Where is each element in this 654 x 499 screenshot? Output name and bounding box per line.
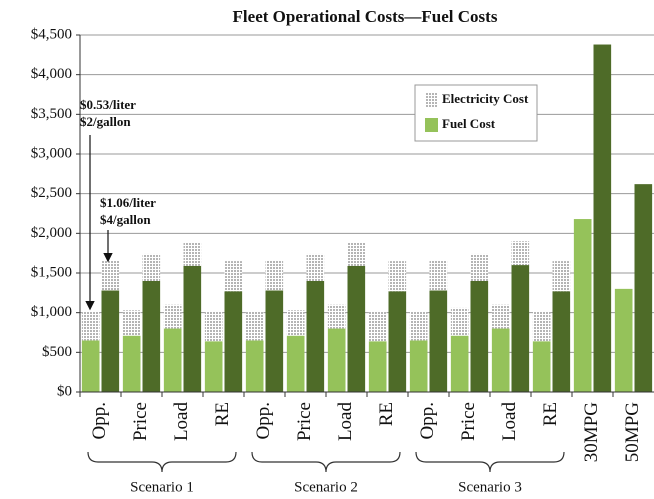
bar-segment xyxy=(634,184,653,392)
bar-segment xyxy=(265,290,284,392)
x-tick-label: Load xyxy=(499,402,520,442)
bar-segment xyxy=(142,280,161,392)
bar-segment xyxy=(573,219,592,392)
bar-segment xyxy=(122,310,141,336)
annotation: $0.53/liter xyxy=(80,97,136,112)
x-tick-label: Load xyxy=(335,402,356,442)
bar-segment xyxy=(347,265,366,392)
bar-segment xyxy=(142,253,161,281)
bar-segment xyxy=(552,291,571,392)
bar-segment xyxy=(101,260,120,291)
legend-label: Fuel Cost xyxy=(442,116,496,131)
x-tick-label: Opp. xyxy=(417,402,438,439)
x-tick-label: Price xyxy=(130,402,151,441)
bar-segment xyxy=(306,253,325,281)
bar-segment xyxy=(224,291,243,392)
annotation: $2/gallon xyxy=(80,114,131,129)
bar-segment xyxy=(532,341,551,392)
bar-segment xyxy=(368,341,387,392)
legend-swatch xyxy=(425,118,438,132)
y-tick-label: $1,000 xyxy=(31,304,72,320)
x-tick-label: 50MPG xyxy=(622,402,643,462)
bar-segment xyxy=(368,311,387,342)
group-brace xyxy=(87,451,237,473)
bar-segment xyxy=(347,242,366,266)
x-tick-label: Opp. xyxy=(253,402,274,439)
bar-segment xyxy=(532,311,551,342)
y-tick-label: $0 xyxy=(57,383,72,399)
bar-segment xyxy=(286,335,305,392)
legend-swatch xyxy=(425,93,438,107)
bar-segment xyxy=(327,304,346,329)
bar-segment xyxy=(163,328,182,392)
bar-segment xyxy=(429,260,448,291)
legend-label: Electricity Cost xyxy=(442,91,529,106)
bar-segment xyxy=(81,340,100,392)
y-tick-label: $2,500 xyxy=(31,185,72,201)
annotation: $1.06/liter xyxy=(100,195,156,210)
bar-segment xyxy=(491,328,510,392)
group-label: Scenario 2 xyxy=(294,479,358,495)
bar-segment xyxy=(122,335,141,392)
bar-segment xyxy=(245,311,264,341)
bar-segment xyxy=(388,261,407,292)
group-brace xyxy=(415,451,565,473)
bar-segment xyxy=(245,340,264,392)
annotation: $4/gallon xyxy=(100,212,151,227)
bar-segment xyxy=(327,328,346,392)
x-tick-label: Load xyxy=(171,402,192,442)
x-tick-label: Price xyxy=(458,402,479,441)
bar-segment xyxy=(470,280,489,392)
bar-segment xyxy=(614,288,633,392)
bar-segment xyxy=(163,304,182,329)
group-brace xyxy=(251,451,401,473)
bar-segment xyxy=(101,290,120,392)
bar-segment xyxy=(183,265,202,392)
bar-segment xyxy=(204,311,223,342)
bar-segment xyxy=(409,340,428,392)
bar-segment xyxy=(491,304,510,329)
bar-segment xyxy=(470,253,489,281)
bar-segment xyxy=(511,241,530,266)
bar-segment xyxy=(388,291,407,392)
y-tick-label: $2,000 xyxy=(31,225,72,241)
chart-title: Fleet Operational Costs—Fuel Costs xyxy=(233,7,498,26)
y-tick-label: $1,500 xyxy=(31,264,72,280)
bar-segment xyxy=(224,261,243,292)
bar-segment xyxy=(552,261,571,292)
x-tick-label: RE xyxy=(376,402,397,426)
bar-segment xyxy=(306,280,325,392)
bar-segment xyxy=(409,311,428,341)
bar-segment xyxy=(204,341,223,392)
y-tick-label: $500 xyxy=(42,344,72,360)
bar-segment xyxy=(450,335,469,392)
y-tick-label: $3,500 xyxy=(31,106,72,122)
bar-segment xyxy=(593,44,612,393)
y-tick-label: $3,000 xyxy=(31,145,72,161)
bar-segment xyxy=(511,265,530,392)
group-label: Scenario 3 xyxy=(458,479,522,495)
bar-segment xyxy=(81,311,100,341)
x-tick-label: Opp. xyxy=(89,402,110,439)
bar-segment xyxy=(450,307,469,336)
bar-segment xyxy=(183,242,202,266)
x-tick-label: Price xyxy=(294,402,315,441)
x-tick-label: RE xyxy=(540,402,561,426)
bar-segment xyxy=(286,310,305,336)
x-tick-label: RE xyxy=(212,402,233,426)
y-tick-label: $4,500 xyxy=(31,26,72,42)
y-tick-label: $4,000 xyxy=(31,66,72,82)
group-label: Scenario 1 xyxy=(130,479,194,495)
bar-segment xyxy=(265,260,284,291)
x-tick-label: 30MPG xyxy=(581,402,602,462)
bar-segment xyxy=(429,290,448,392)
